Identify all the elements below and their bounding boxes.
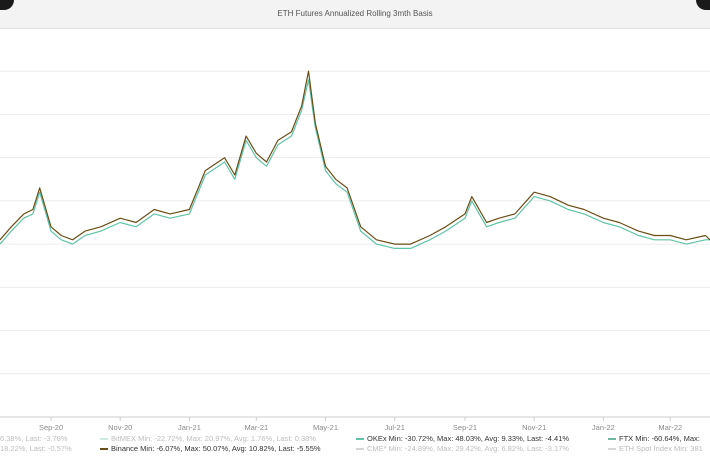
screen-corner-right [696,0,710,10]
legend-swatch-cme [356,448,364,451]
legend-item-ftx[interactable]: FTX Min: -60.64%, Max: [608,434,700,443]
legend-item-eth-spot[interactable]: ETH Spot Index Min: 381 [608,444,703,453]
legend-swatch-bitmex [100,438,108,441]
line-chart: Sep-20 Nov-20 Jan-21 Mar-21 May-21 Jul-21 Sep-… [0,70,710,432]
legend-item-cme[interactable]: CME* Min: -24.89%, Max: 29.42%, Avg: 6.8… [356,444,569,453]
x-tick-label: Mar-22 [658,423,682,432]
series-line-binance [0,70,710,245]
x-tick-label: Nov-21 [522,423,546,432]
x-tick-label: Jan-21 [178,423,201,432]
x-tick-label: Jan-22 [592,423,615,432]
x-tick-label: Sep-21 [453,423,477,432]
x-tick-label: Jul-21 [384,423,404,432]
legend-item-bitmex[interactable]: BitMEX Min: -22.72%, Max: 20.97%, Avg: 1… [100,434,316,443]
x-tick-label: Mar-21 [244,423,268,432]
legend-label-bitmex: BitMEX Min: -22.72%, Max: 20.97%, Avg: 1… [111,434,316,443]
plot-area: Sep-20 Nov-20 Jan-21 Mar-21 May-21 Jul-21 Sep-… [0,28,710,458]
gridlines [0,70,710,375]
legend-item-binance[interactable]: Binance Min: -6.07%, Max: 50.07%, Avg: 1… [100,444,321,453]
x-tick-label: Nov-20 [108,423,132,432]
legend-label-ftx: FTX Min: -60.64%, Max: [619,434,700,443]
legend-label-binance: Binance Min: -6.07%, Max: 50.07%, Avg: 1… [111,444,321,453]
legend-label-okex: OKEx Min: -30.72%, Max: 48.03%, Avg: 9.3… [367,434,570,443]
legend-item-okex[interactable]: OKEx Min: -30.72%, Max: 48.03%, Avg: 9.3… [356,434,569,443]
x-axis-ticks: Sep-20 Nov-20 Jan-21 Mar-21 May-21 Jul-21 Sep-… [39,417,682,432]
legend-label-cme: CME* Min: -24.89%, Max: 29.42%, Avg: 6.8… [367,444,570,453]
chart-title: ETH Futures Annualized Rolling 3mth Basi… [277,9,433,18]
legend-swatch-eth-spot [608,448,616,451]
series-line-okex [0,79,710,249]
legend-swatch-ftx [608,438,616,441]
legend-swatch-okex [356,438,364,441]
series-lines [0,70,710,249]
x-tick-label: May-21 [313,423,338,432]
legend-partial-2[interactable]: 18.22%, Last: -0.57% [0,444,72,453]
x-tick-label: Sep-20 [39,423,63,432]
legend-swatch-binance [100,448,108,451]
title-bar: ETH Futures Annualized Rolling 3mth Basi… [0,0,710,29]
legend-label-eth-spot: ETH Spot Index Min: 381 [619,444,703,453]
screen-corner-left [0,0,14,10]
legend-partial-1[interactable]: 6.38%, Last: -3.78% [0,434,68,443]
